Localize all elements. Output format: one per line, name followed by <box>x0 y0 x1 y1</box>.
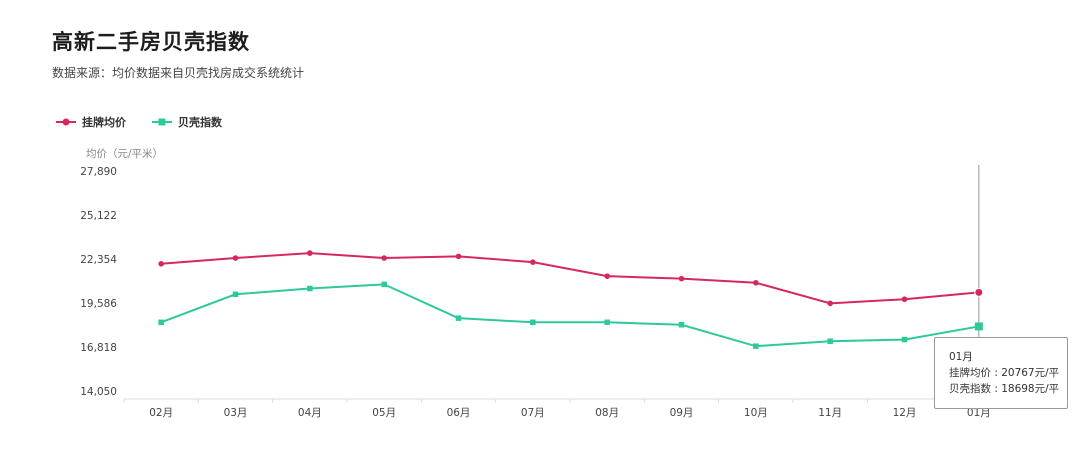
series-point-1 <box>678 321 685 328</box>
series-point-0 <box>678 275 685 282</box>
x-tick-label: 06月 <box>447 407 471 419</box>
series-point-1 <box>974 322 983 331</box>
tooltip-listing-value: 挂牌均价 : 20767元/平 <box>949 367 1060 379</box>
chart-subtitle: 数据来源：均价数据来自贝壳找房成交系统统计 <box>52 66 305 80</box>
series-point-1 <box>307 285 313 292</box>
series-line-0 <box>161 252 979 305</box>
y-tick-label: 25,122 <box>80 210 117 222</box>
x-tick-label: 04月 <box>298 407 322 419</box>
series-point-0 <box>753 279 759 286</box>
series-point-1 <box>901 336 908 343</box>
x-tick-label: 12月 <box>893 407 917 419</box>
series-point-0 <box>232 255 239 261</box>
series-line-1 <box>160 283 980 348</box>
y-tick-label: 22,354 <box>80 254 117 266</box>
series-point-1 <box>381 281 387 288</box>
series-point-0 <box>381 255 387 261</box>
tooltip-month: 01月 <box>949 351 973 363</box>
y-tick-label: 16,818 <box>80 342 117 354</box>
x-tick-label: 07月 <box>521 407 545 419</box>
legend-label-index: 贝壳指数 <box>178 116 222 129</box>
x-tick-label: 08月 <box>595 407 619 419</box>
x-tick-label: 11月 <box>818 407 842 419</box>
series-point-0 <box>827 300 833 307</box>
y-tick-label: 27,890 <box>80 166 117 178</box>
series-point-0 <box>530 259 536 265</box>
x-tick-label: 09月 <box>670 407 694 419</box>
y-tick-label: 14,050 <box>80 386 117 398</box>
x-tick-label: 03月 <box>224 407 248 419</box>
legend-label-listing: 挂牌均价 <box>82 116 126 129</box>
series-point-0 <box>455 253 462 260</box>
tooltip-index-value: 贝壳指数 : 18698元/平 <box>949 383 1060 395</box>
y-tick-label: 19,586 <box>80 298 117 310</box>
x-tick-label: 01月 <box>967 407 991 419</box>
series-point-1 <box>827 338 833 344</box>
chart-title: 高新二手房贝壳指数 <box>52 30 250 54</box>
series-point-1 <box>753 343 759 349</box>
series-point-0 <box>307 250 313 256</box>
series-point-1 <box>158 319 164 326</box>
y-axis-label: 均价（元/平米） <box>86 147 163 160</box>
legend-item-listing[interactable]: 挂牌均价 <box>56 114 126 130</box>
series-point-1 <box>455 315 462 321</box>
series-point-1 <box>232 291 239 298</box>
x-tick-label: 10月 <box>744 407 768 419</box>
series-point-0 <box>901 296 908 303</box>
tooltip: 01月 挂牌均价 : 20767元/平 贝壳指数 : 18698元/平 <box>934 337 1068 409</box>
legend: 挂牌均价 贝壳指数 <box>56 114 222 130</box>
x-tick-label: 02月 <box>149 407 173 419</box>
series-point-1 <box>604 319 610 326</box>
series-point-0 <box>604 273 610 279</box>
x-tick-label: 05月 <box>372 407 396 419</box>
series-point-0 <box>158 260 164 267</box>
legend-marker-listing <box>56 118 76 126</box>
legend-item-index[interactable]: 贝壳指数 <box>152 114 222 130</box>
series-point-0 <box>974 287 984 297</box>
legend-marker-index <box>152 118 172 126</box>
series-point-1 <box>530 319 536 326</box>
